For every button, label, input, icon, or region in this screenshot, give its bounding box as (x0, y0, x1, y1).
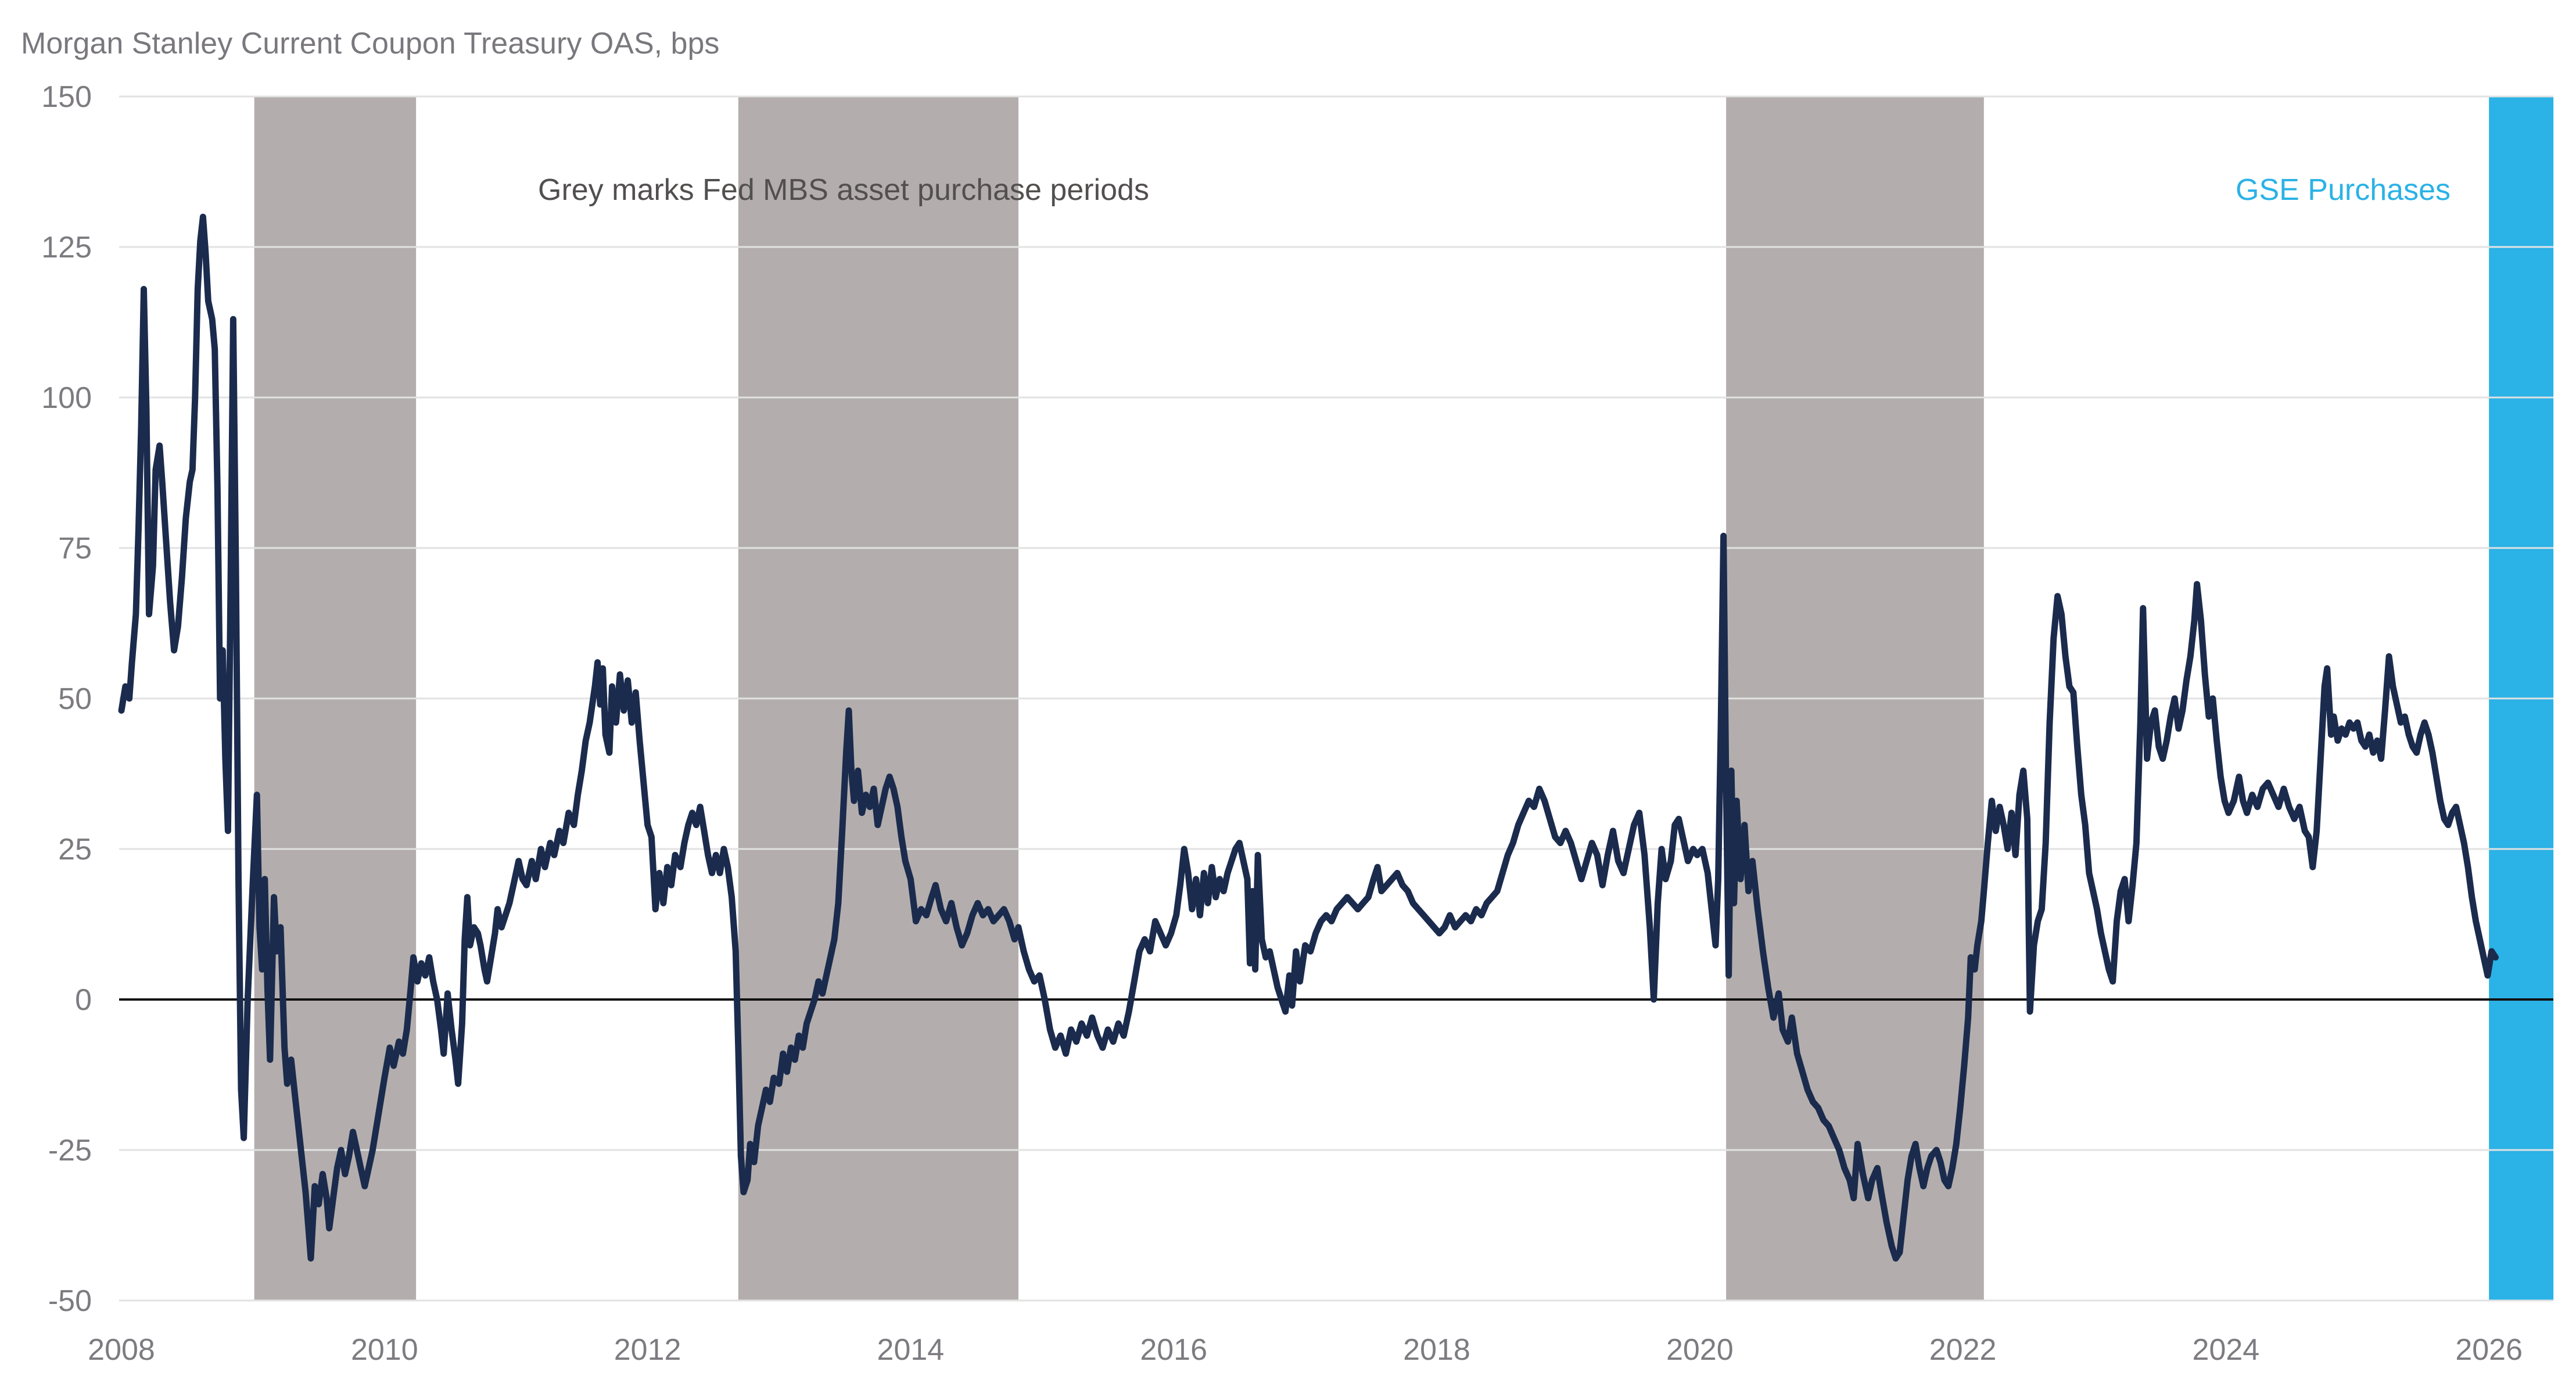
axis-labels-layer: 150 125 100 75 50 25 0 -25 -50 2008 2010 2012 2014 20… (41, 80, 2523, 1367)
x-tick-label: 2020 (1666, 1333, 1734, 1367)
y-tick-label: 50 (58, 682, 92, 716)
gse-purchases-label: GSE Purchases (2236, 173, 2451, 207)
y-tick-label: 150 (41, 80, 92, 114)
x-tick-label: 2010 (351, 1333, 418, 1367)
y-tick-label: -25 (48, 1134, 92, 1167)
gridlines-layer (119, 95, 2553, 1302)
x-tick-label: 2018 (1403, 1333, 1470, 1367)
fed-mbs-annotation: Grey marks Fed MBS asset purchase period… (538, 173, 1149, 207)
y-tick-label: 125 (41, 231, 92, 264)
y-tick-label: 75 (58, 532, 92, 565)
x-tick-label: 2024 (2193, 1333, 2260, 1367)
x-tick-label: 2012 (614, 1333, 681, 1367)
x-tick-label: 2022 (1929, 1333, 1997, 1367)
chart-title: Morgan Stanley Current Coupon Treasury O… (21, 27, 719, 60)
y-tick-label: 0 (75, 983, 92, 1017)
y-tick-label: 100 (41, 381, 92, 415)
x-tick-label: 2016 (1140, 1333, 1207, 1367)
x-tick-label: 2008 (88, 1333, 155, 1367)
series-layer (118, 213, 2499, 1262)
oas-series-line (118, 213, 2499, 1262)
x-tick-label: 2026 (2455, 1333, 2523, 1367)
y-tick-label: -50 (48, 1284, 92, 1318)
x-tick-label: 2014 (877, 1333, 945, 1367)
y-tick-label: 25 (58, 833, 92, 866)
